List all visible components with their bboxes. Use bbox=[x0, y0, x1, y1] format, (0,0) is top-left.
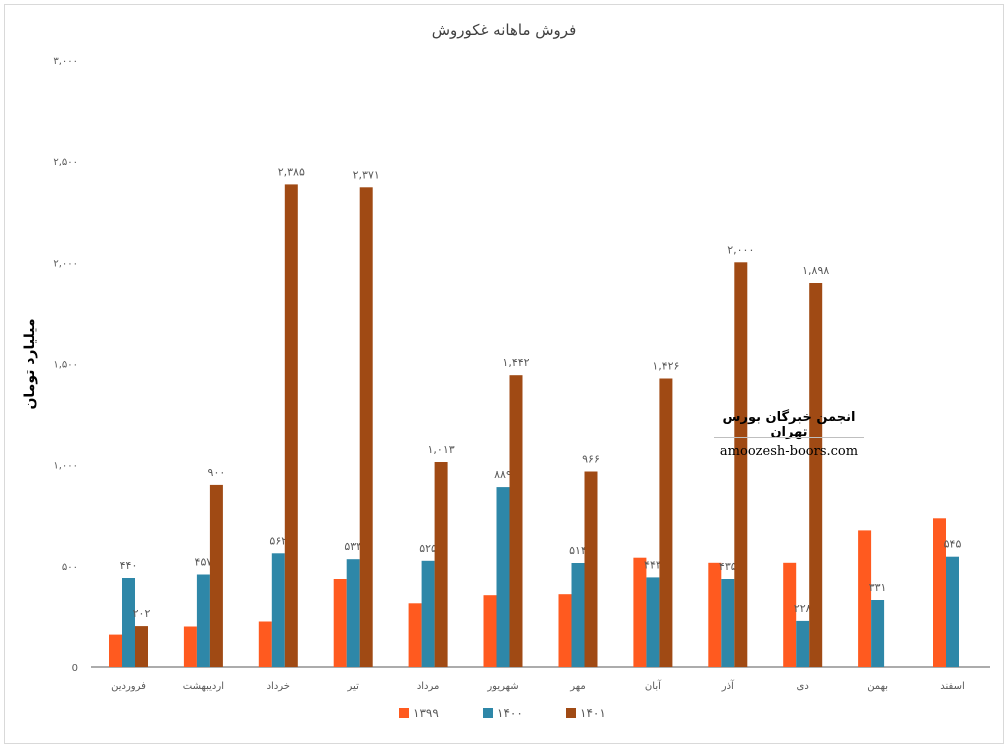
bar bbox=[858, 530, 872, 667]
legend-swatch bbox=[399, 708, 409, 718]
data-label: ۵۶۲ bbox=[269, 534, 287, 547]
bar bbox=[333, 579, 347, 667]
y-tick-label: ۲,۵۰۰ bbox=[53, 157, 78, 168]
x-tick-label: شهریور bbox=[486, 681, 518, 692]
x-tick-label: اسفند bbox=[940, 681, 964, 692]
legend-label: ۱۴۰۰ bbox=[497, 706, 523, 720]
x-tick-label: تیر bbox=[347, 681, 360, 692]
x-tick-label: دی bbox=[797, 681, 809, 692]
bar bbox=[708, 562, 722, 667]
chart-frame bbox=[4, 4, 1004, 744]
data-label: ۴۵۷ bbox=[195, 556, 213, 569]
bar bbox=[258, 621, 272, 667]
data-label: ۱,۰۱۳ bbox=[428, 443, 455, 456]
bar bbox=[496, 487, 510, 667]
legend-label: ۱۴۰۱ bbox=[580, 706, 606, 720]
bar bbox=[421, 560, 435, 667]
legend-label: ۱۳۹۹ bbox=[413, 706, 439, 720]
bar bbox=[659, 378, 673, 667]
data-label: ۵۲۵ bbox=[419, 542, 437, 555]
bar bbox=[571, 563, 585, 667]
data-label: ۱,۸۹۸ bbox=[802, 264, 829, 277]
bar bbox=[633, 557, 647, 667]
bar bbox=[183, 626, 197, 667]
data-label: ۳۳۱ bbox=[869, 581, 887, 594]
x-tick-label: بهمن bbox=[867, 681, 888, 692]
bar bbox=[196, 574, 210, 667]
bar bbox=[408, 603, 422, 667]
data-label: ۴۴۳ bbox=[644, 558, 662, 571]
data-label: ۱,۴۴۲ bbox=[502, 356, 529, 369]
x-tick-label: اردیبهشت bbox=[183, 681, 224, 692]
bar bbox=[209, 484, 223, 667]
y-tick-label: 0 bbox=[72, 663, 78, 674]
data-label: ۲۲۸ bbox=[794, 602, 812, 615]
bar bbox=[434, 462, 448, 667]
bar bbox=[721, 579, 735, 667]
data-label: ۱,۴۲۶ bbox=[652, 360, 679, 373]
bar bbox=[135, 626, 148, 667]
data-label: ۲,۳۷۱ bbox=[353, 168, 380, 181]
bar bbox=[584, 471, 598, 667]
bar bbox=[346, 559, 360, 667]
bar bbox=[122, 578, 135, 667]
bar bbox=[809, 283, 823, 667]
y-tick-label: ۱,۰۰۰ bbox=[53, 461, 78, 472]
bar bbox=[646, 577, 660, 667]
watermark-url: amoozesh-boors.com bbox=[719, 444, 859, 459]
bar bbox=[109, 634, 122, 667]
x-tick-label: مرداد bbox=[417, 681, 440, 692]
y-tick-label: ۱,۵۰۰ bbox=[53, 360, 78, 371]
bar bbox=[359, 187, 373, 668]
data-label: ۴۴۰ bbox=[120, 559, 138, 572]
data-label: ۸۸۹ bbox=[494, 468, 512, 481]
bar bbox=[483, 595, 497, 667]
bar bbox=[271, 553, 285, 667]
bar bbox=[783, 562, 797, 667]
bar bbox=[509, 375, 523, 667]
legend-swatch bbox=[566, 708, 576, 718]
legend-swatch bbox=[483, 708, 493, 718]
bar bbox=[933, 518, 946, 667]
data-label: ۲,۳۸۵ bbox=[278, 165, 305, 178]
data-label: ۲,۰۰۰ bbox=[727, 243, 754, 256]
bar bbox=[558, 594, 572, 667]
x-tick-label: مهر bbox=[569, 681, 585, 692]
y-tick-label: ۳,۰۰۰ bbox=[53, 56, 78, 67]
data-label: ۴۳۵ bbox=[719, 560, 737, 573]
chart-title: فروش ماهانه غکوروش bbox=[432, 21, 577, 39]
data-label: ۲۰۲ bbox=[133, 607, 151, 620]
x-tick-label: خرداد bbox=[267, 681, 290, 692]
bar bbox=[796, 620, 810, 667]
x-tick-label: آذر bbox=[721, 679, 735, 692]
y-tick-label: ۲,۰۰۰ bbox=[53, 258, 78, 269]
data-label: ۹۰۰ bbox=[208, 466, 226, 479]
bar bbox=[284, 184, 298, 667]
bar bbox=[946, 556, 959, 667]
x-tick-label: فروردین bbox=[111, 681, 146, 692]
data-label: ۵۱۴ bbox=[569, 544, 587, 557]
bar bbox=[871, 600, 885, 667]
data-label: ۵۴۵ bbox=[944, 538, 962, 551]
x-tick-label: آبان bbox=[645, 679, 662, 692]
y-axis-label: میلیارد تومان bbox=[22, 318, 38, 409]
data-label: ۵۳۳ bbox=[344, 540, 362, 553]
watermark-title: انجمن خبرگان بورس تهران bbox=[722, 410, 856, 440]
data-label: ۹۶۶ bbox=[582, 453, 600, 466]
bar bbox=[734, 262, 748, 667]
y-tick-label: ۵۰۰ bbox=[62, 562, 78, 573]
watermark-divider bbox=[714, 437, 864, 438]
